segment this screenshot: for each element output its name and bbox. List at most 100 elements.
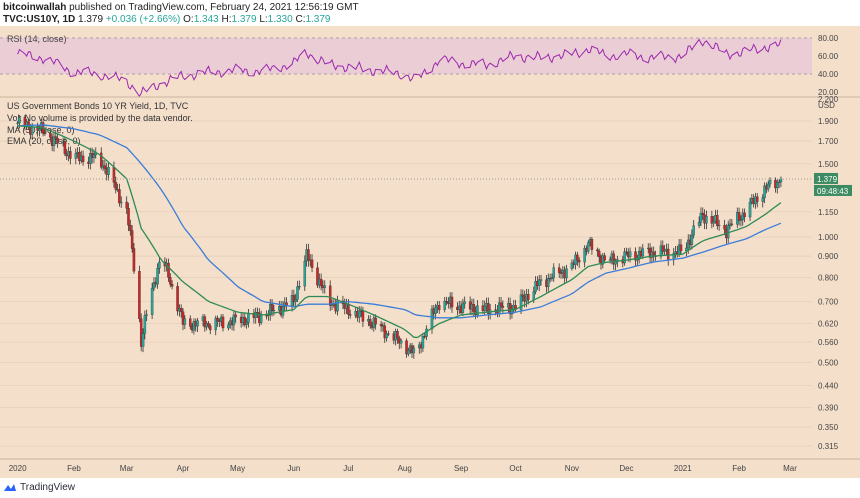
- price-tick-label: 0.315: [818, 442, 839, 451]
- candle-body: [125, 201, 128, 209]
- candle-body: [679, 244, 683, 252]
- rsi-tick-label: 20.00: [818, 88, 839, 97]
- price-tick-label: 1.900: [818, 117, 839, 126]
- candle-body: [336, 300, 339, 312]
- candle-body: [472, 303, 476, 312]
- candle-body: [438, 305, 441, 310]
- candle-body: [614, 261, 617, 265]
- candle-body: [36, 125, 39, 131]
- time-tick-label: Mar: [783, 464, 797, 473]
- rsi-pane[interactable]: RSI (14, close) 80.00 60.00 40.00 20.00: [0, 34, 839, 98]
- candle-body: [107, 166, 110, 175]
- chart-background: [0, 26, 860, 478]
- time-axis[interactable]: 2020 Feb Mar Apr May Jun Jul Aug Sep Oct Nov Dec 202…: [9, 464, 797, 473]
- candle-body: [705, 216, 708, 224]
- candle-body: [227, 324, 230, 329]
- candle-body: [207, 323, 210, 327]
- ma-label: MA (50, close, 0): [7, 125, 75, 135]
- rsi-tick-label: 40.00: [818, 70, 839, 79]
- price-tick-label: 0.800: [818, 273, 839, 282]
- publisher-name[interactable]: bitcoinwallah: [3, 2, 67, 13]
- price-tick-label: 0.560: [818, 338, 839, 347]
- candle-body: [310, 259, 314, 268]
- time-tick-label: Jun: [287, 464, 300, 473]
- footer-brand[interactable]: TradingView: [20, 482, 76, 493]
- candle-body: [127, 208, 130, 226]
- candle-body: [387, 333, 390, 335]
- candle-body: [763, 185, 766, 198]
- price-pane[interactable]: US Government Bonds 10 YR Yield, 1D, TVC…: [0, 101, 812, 447]
- candle-body: [501, 305, 505, 308]
- price-tick-label: 0.350: [818, 423, 839, 432]
- price-axis[interactable]: USD 2.200 1.900 1.700 1.500 1.150 1.000 0.900 0…: [814, 95, 852, 451]
- candle-body: [132, 248, 136, 272]
- candle-body: [450, 296, 454, 308]
- candle-body: [557, 267, 561, 273]
- candle-body: [63, 141, 67, 154]
- candle-body: [323, 285, 327, 288]
- price-tag: [814, 172, 838, 184]
- candle-body: [245, 322, 248, 326]
- candle-body: [232, 314, 236, 326]
- candle-body: [254, 312, 257, 318]
- candle-body: [156, 268, 159, 285]
- candle-body: [737, 212, 741, 221]
- price-title: US Government Bonds 10 YR Yield, 1D, TVC: [7, 101, 189, 111]
- candle-body: [550, 277, 554, 280]
- candle-body: [247, 313, 250, 323]
- candle-body: [294, 299, 297, 303]
- candle-body: [434, 307, 437, 314]
- candle-body: [421, 336, 425, 349]
- candle-body: [612, 253, 615, 265]
- candle-body: [99, 152, 103, 168]
- candle-body: [603, 255, 606, 261]
- candle-body: [385, 333, 388, 339]
- candle-body: [712, 221, 715, 224]
- rsi-tick-label: 80.00: [818, 34, 839, 43]
- candle-body: [430, 308, 434, 330]
- candle-body: [587, 242, 590, 252]
- chart-header: bitcoinwallah published on TradingView.c…: [0, 0, 860, 26]
- candle-body: [723, 224, 726, 230]
- candle-body: [396, 331, 399, 339]
- candle-body: [169, 277, 172, 285]
- candle-body: [596, 249, 599, 252]
- candle-body: [43, 132, 47, 135]
- tradingview-logo-icon[interactable]: [3, 482, 17, 494]
- candle-body: [89, 152, 92, 164]
- candle-body: [256, 312, 259, 314]
- price-tag-text: 1.379: [817, 175, 838, 184]
- candle-body: [726, 225, 730, 239]
- candle-body: [539, 279, 543, 281]
- candle-body: [18, 117, 21, 124]
- candle-body: [296, 286, 299, 300]
- candle-body: [597, 250, 601, 258]
- candle-body: [521, 294, 525, 297]
- time-tick-label: Feb: [732, 464, 746, 473]
- candle-body: [103, 165, 107, 169]
- rsi-axis: 80.00 60.00 40.00 20.00: [818, 34, 839, 97]
- candle-body: [636, 259, 639, 261]
- footer: TradingView: [0, 478, 860, 498]
- time-tick-label: 2021: [674, 464, 692, 473]
- candle-body: [717, 224, 721, 227]
- symbol-label: TVC:US10Y, 1D: [3, 14, 76, 25]
- candle-body: [690, 234, 694, 245]
- candle-body: [270, 303, 274, 311]
- candle-body: [743, 212, 746, 218]
- time-tick-label: Mar: [120, 464, 134, 473]
- candle-body: [756, 196, 759, 202]
- candle-body: [221, 316, 225, 329]
- time-tick-label: Oct: [509, 464, 522, 473]
- candle-body: [348, 314, 352, 316]
- candle-body: [119, 201, 123, 204]
- candle-body: [138, 271, 141, 319]
- chart-canvas[interactable]: RSI (14, close) 80.00 60.00 40.00 20.00 US …: [0, 26, 860, 478]
- time-tick-label: Dec: [619, 464, 633, 473]
- candle-body: [761, 197, 764, 202]
- candle-body: [443, 301, 446, 310]
- candle-body: [129, 225, 132, 231]
- rsi-line: [17, 38, 782, 98]
- candle-body: [776, 182, 779, 189]
- last-close: 1.379: [78, 14, 104, 25]
